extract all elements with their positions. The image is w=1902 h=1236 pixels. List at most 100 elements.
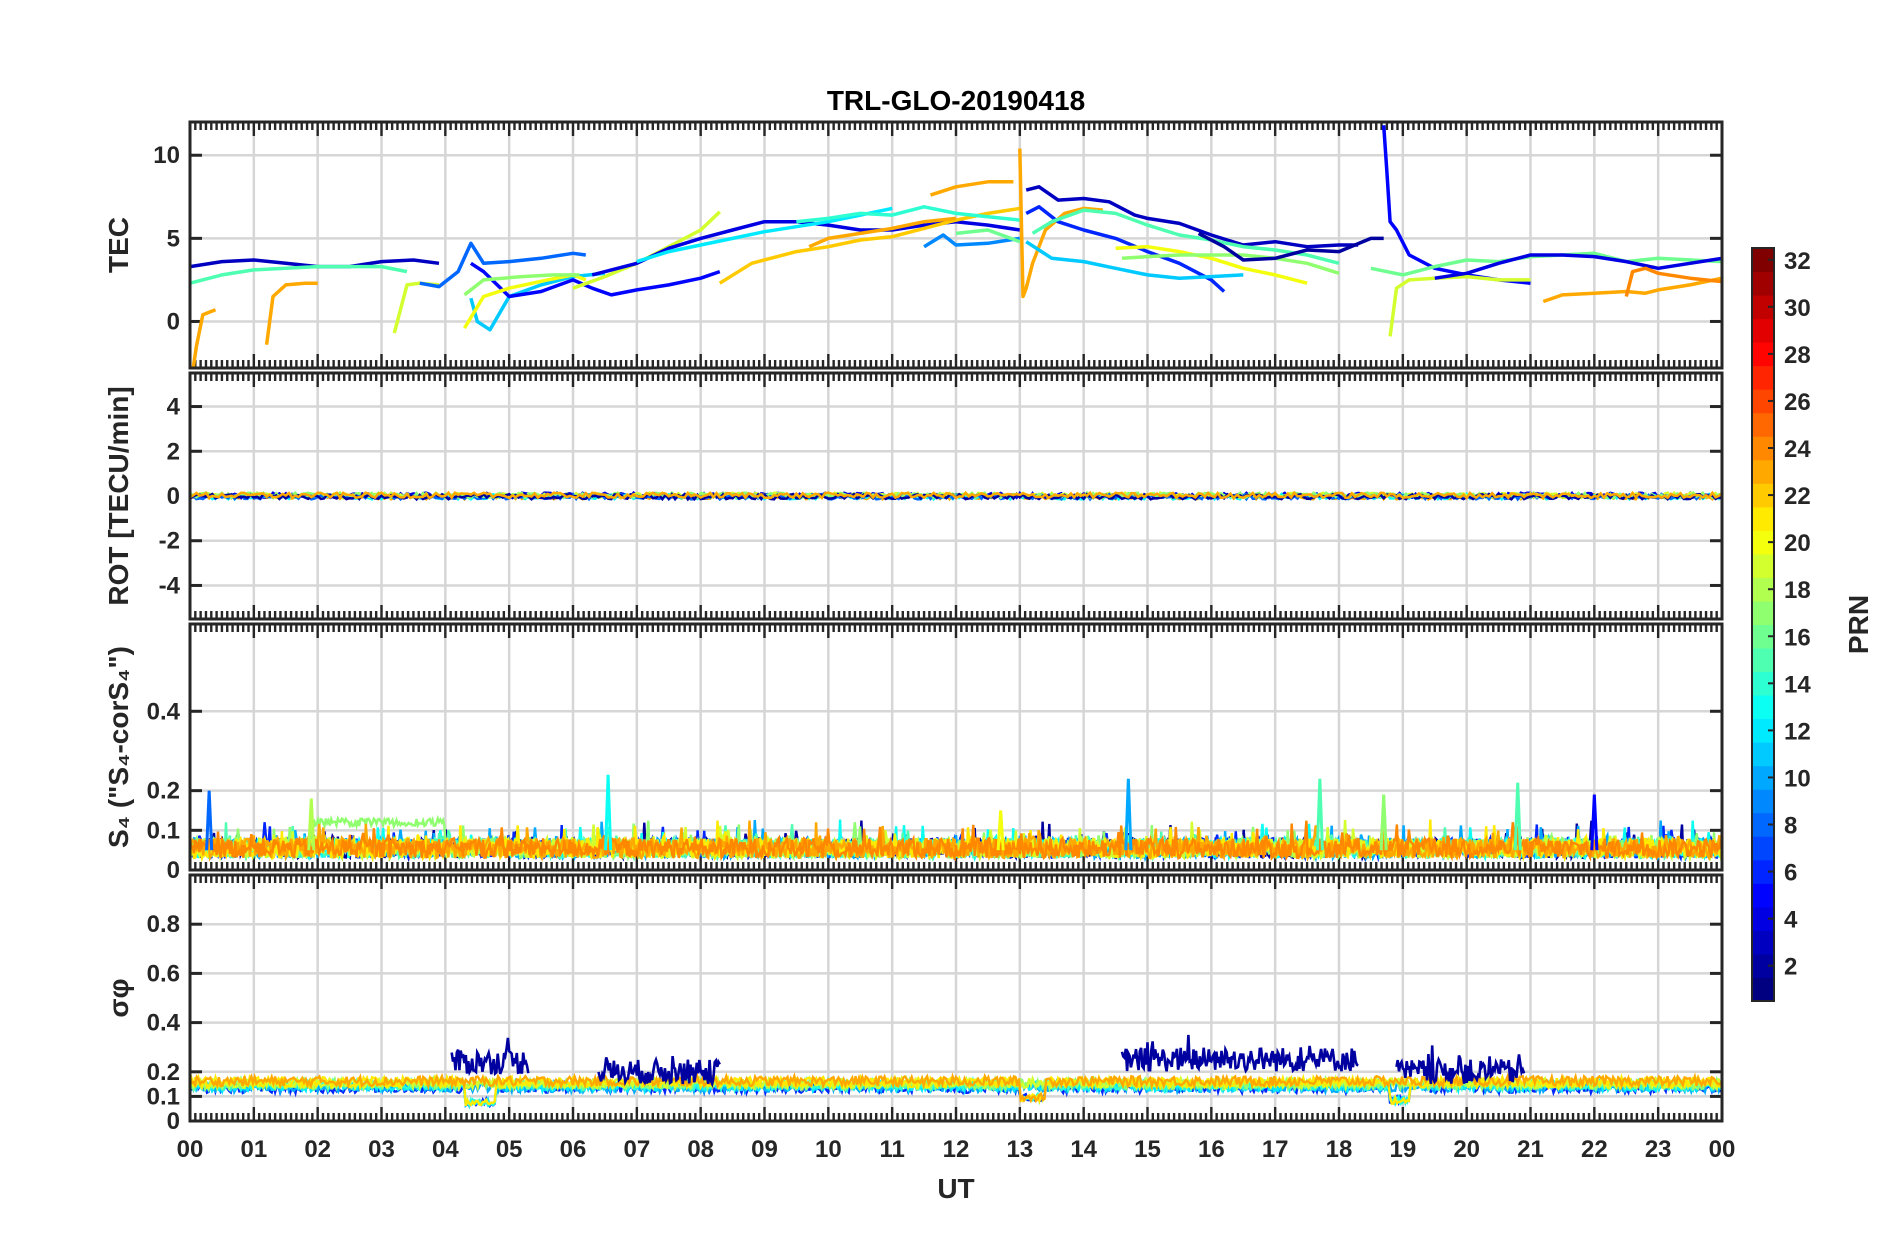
x-tick-label: 01 [240,1136,267,1163]
colorbar-tick-label: 24 [1784,436,1811,463]
colorbar-swatch [1752,436,1774,461]
s4-peak [1513,782,1522,851]
x-tick-label: 13 [1006,1136,1033,1163]
colorbar-swatch [1752,577,1774,602]
y-tick-label: 0.1 [147,817,180,844]
x-tick-label: 06 [560,1136,587,1163]
tec-series-prn-15 [190,264,408,285]
x-tick-label: 15 [1134,1136,1161,1163]
y-tick-label: 10 [153,142,180,169]
sigma-burst [1395,1045,1526,1085]
y-tick-label: 5 [167,225,180,252]
x-tick-label: 00 [177,1136,204,1163]
colorbar-swatch [1752,271,1774,296]
tec-series-prn-19 [1388,274,1531,337]
colorbar-swatch [1752,953,1774,978]
colorbar-swatch [1752,459,1774,484]
colorbar-swatch [1752,248,1774,273]
y-axis-label-tec: TEC [103,217,134,273]
chart-title: TRL-GLO-20190418 [827,85,1085,116]
y-tick-label: 0.8 [147,911,180,938]
tec-series-prn-20 [1115,244,1308,285]
s4-peak [1124,778,1133,851]
colorbar-swatch [1752,553,1774,578]
panel-rot: -4 -2 0 2 4 ROT [TECU/min] [103,371,1724,621]
colorbar-tick-label: 14 [1784,671,1811,698]
tec-series-prn-23 [929,180,1014,197]
x-tick-label: 11 [879,1136,904,1163]
colorbar-swatch [1752,671,1774,696]
tec-series-prn-4 [1434,253,1722,280]
colorbar-tick-label: 32 [1784,248,1811,275]
colorbar-label: PRN [1843,595,1874,654]
x-tick-label: 09 [751,1136,778,1163]
tec-series-prn-12 [636,206,893,264]
x-tick-label: 04 [432,1136,459,1163]
colorbar-swatch [1752,342,1774,367]
x-tick-label: 12 [943,1136,970,1163]
s4-peak [1590,794,1599,851]
y-tick-label: 2 [167,438,180,465]
axes-frame-rot [188,371,1724,621]
s4-peak [1315,778,1324,851]
colorbar-swatch [1752,812,1774,837]
colorbar-tick-label: 18 [1784,577,1811,604]
axes-frame-tec [188,120,1724,370]
colorbar-swatch [1752,906,1774,931]
colorbar-swatch [1752,718,1774,743]
tec-series-prn-23 [1542,276,1722,304]
plot-area-rot [190,490,1722,502]
axes-frame-s4 [188,622,1724,872]
colorbar-swatch [1752,318,1774,343]
s4-peak [996,810,1005,851]
y-tick-label: 0.2 [147,778,180,805]
panel-sigma: 00.10.2 0.4 0.6 0.8 σφ [103,873,1724,1135]
tec-series-prn-23 [808,216,957,249]
x-tick-label: 07 [623,1136,650,1163]
y-tick-label: 0.4 [147,1010,181,1037]
tec-series-prn-11 [1025,240,1244,280]
tec-series-prn-19 [572,210,722,290]
colorbar-tick-label: 4 [1784,907,1798,934]
tec-series-prn-5 [469,261,721,299]
colorbar-swatch [1752,506,1774,531]
colorbar-swatch [1752,600,1774,625]
x-tick-label: 05 [496,1136,523,1163]
tec-series-prn-8 [419,241,587,289]
axes-frame-sigma [188,873,1724,1123]
y-tick-label: 0.2 [147,1059,180,1086]
colorbar-swatch [1752,695,1774,720]
colorbar-swatch [1752,648,1774,673]
colorbar-tick-label: 8 [1784,813,1797,840]
colorbar-swatch [1752,624,1774,649]
y-tick-label: 0.6 [147,960,180,987]
colorbar-swatch [1752,883,1774,908]
colorbar-swatch [1752,977,1774,1002]
tec-series-prn-19 [392,281,440,334]
y-axis-label-sigma: σφ [103,978,134,1017]
y-tick-label: 0 [167,857,180,884]
colorbar-swatch [1752,412,1774,437]
colorbar-swatch [1752,365,1774,390]
tec-series-prn-16 [955,228,1021,244]
tec-series-prn-23 [264,281,318,345]
s4-peak [205,790,214,851]
y-tick-label: 0 [167,483,180,510]
colorbar-tick-label: 2 [1784,954,1797,981]
tec-series-prn-14 [796,205,1020,224]
colorbar-swatch [1752,389,1774,414]
rot-series-prn-23 [190,490,1722,501]
s4-peak [1379,794,1388,851]
tec-series-prn-17 [463,273,580,297]
colorbar-tick-label: 16 [1784,624,1811,651]
colorbar-tick-label: 22 [1784,483,1811,510]
sigma-burst [1120,1034,1359,1074]
x-tick-label: 10 [815,1136,842,1163]
panel-s4: 0 0.1 0.2 0.4 S₄ ("S₄-corS₄") [103,622,1724,884]
colorbar-swatch [1752,742,1774,767]
tec-series-prn-23 [191,308,217,368]
colorbar-swatch [1752,859,1774,884]
